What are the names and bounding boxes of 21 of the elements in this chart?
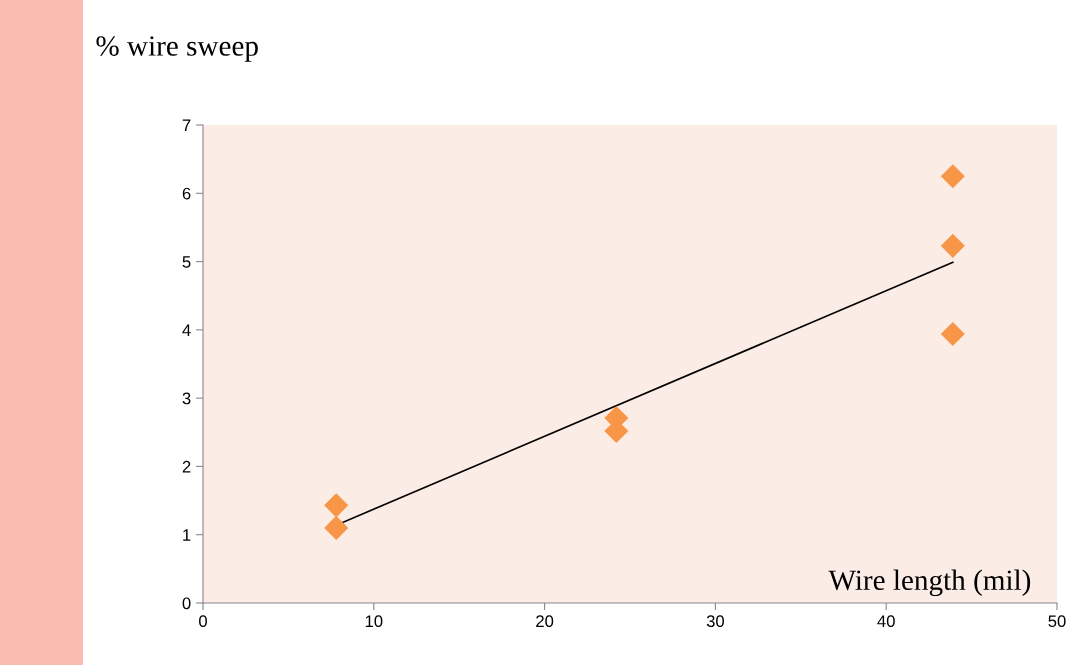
y-tick-label: 5	[182, 256, 191, 268]
y-tick-label: 4	[182, 324, 191, 336]
point	[940, 321, 965, 346]
y-tick-label: 3	[182, 392, 191, 405]
x-tick-label: 10	[365, 615, 383, 628]
point	[324, 515, 349, 540]
point	[940, 233, 965, 258]
point	[324, 493, 349, 518]
x-tick-label: 20	[536, 615, 554, 628]
point	[940, 164, 965, 189]
x-tick-label: 30	[706, 615, 725, 628]
x-tick-label: 50	[1048, 615, 1066, 628]
y-tick-label: 0	[182, 597, 191, 610]
y-tick-label: 1	[183, 529, 191, 541]
x-tick-label: 0	[199, 615, 207, 628]
x-tick-label: 40	[877, 615, 895, 628]
y-tick-label: 2	[182, 460, 191, 473]
x-axis-title: Wire length (mil)	[828, 569, 1031, 597]
y-axis-title: % wire sweep	[96, 36, 258, 62]
y-tick-label: 6	[182, 187, 191, 200]
y-tick-label: 7	[182, 119, 191, 132]
